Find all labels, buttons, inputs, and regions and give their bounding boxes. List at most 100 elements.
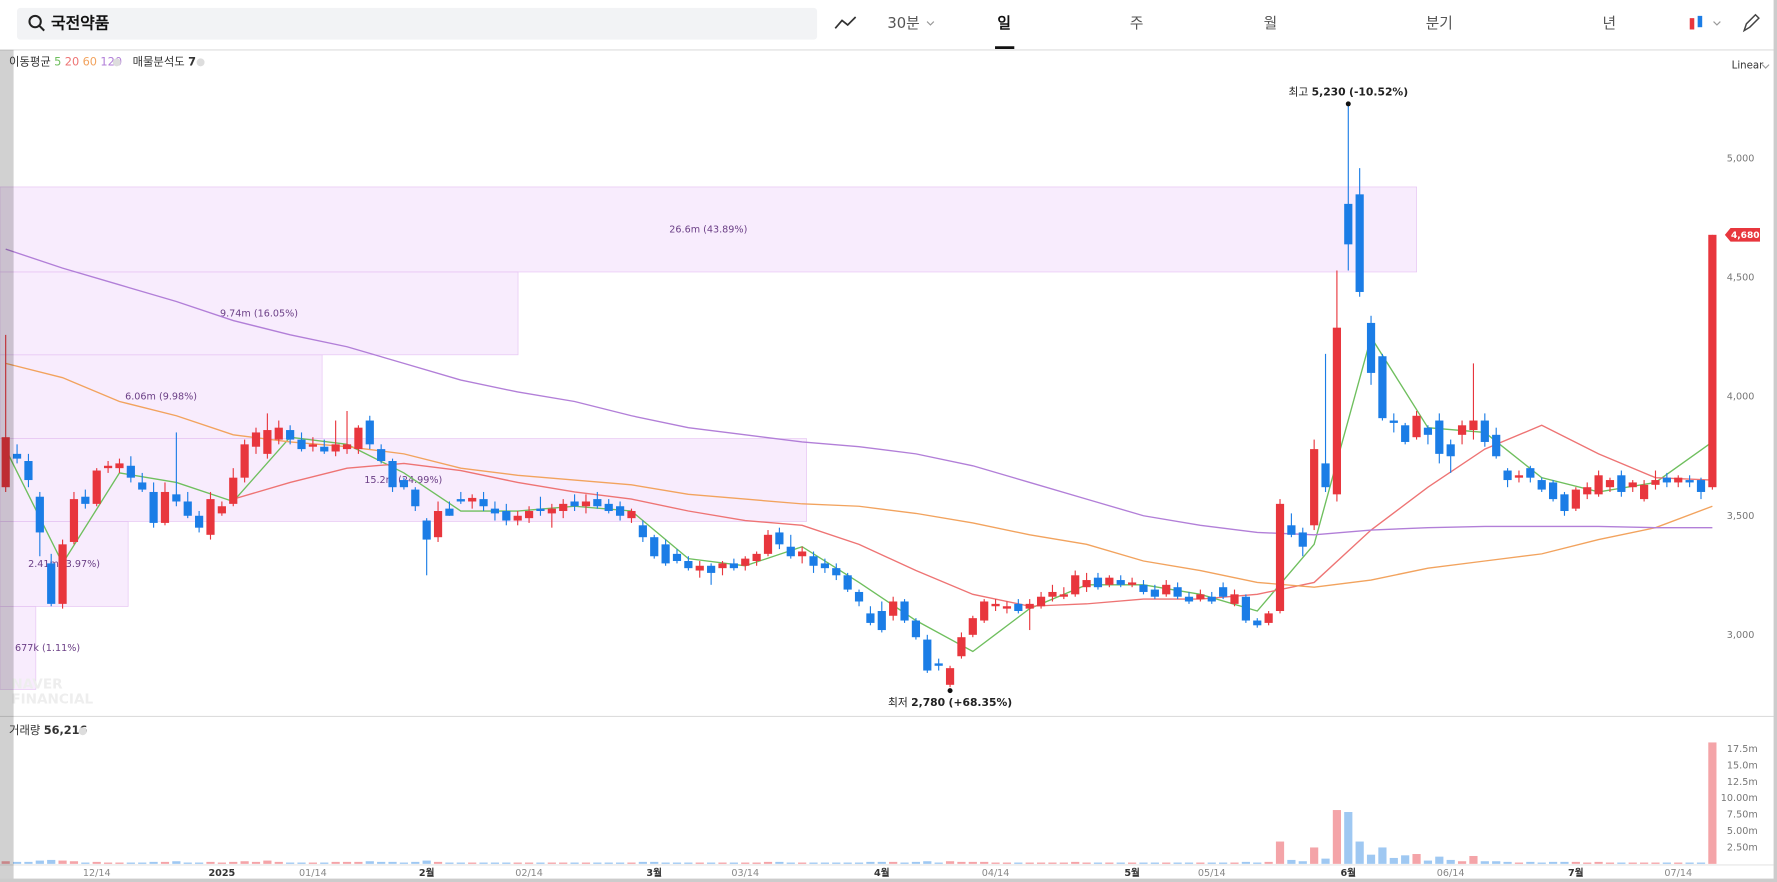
x-tick-label: 12/14 [83, 868, 111, 879]
volume-bar [661, 862, 670, 864]
close-icon [112, 58, 121, 67]
volume-bar [1196, 862, 1205, 864]
candle-body [47, 563, 56, 604]
volume-bar [1150, 862, 1159, 864]
interval-button[interactable]: 주 [1130, 15, 1144, 32]
volume-bar [81, 862, 90, 864]
volume-bar [854, 862, 864, 864]
candle-body [320, 446, 329, 452]
note-part: 2,780 [911, 696, 945, 709]
chevron [1713, 21, 1721, 26]
volume-bar [1378, 847, 1387, 864]
candle-body [468, 497, 477, 502]
y-tick-label: 3,000 [1727, 630, 1755, 641]
candle-body [672, 553, 682, 562]
volume-bar [1446, 859, 1455, 864]
volume-bar [741, 862, 750, 864]
candle-body [297, 439, 306, 450]
candle-body [1173, 587, 1182, 597]
candle-body [1526, 468, 1535, 478]
volume-bar [718, 862, 727, 864]
note-part: 5,230 [1312, 86, 1346, 99]
candle-body [1412, 415, 1421, 438]
volume-bar [1560, 861, 1569, 864]
volume-bar [1071, 861, 1080, 864]
interval-button[interactable]: 월 [1264, 15, 1278, 32]
volume-bar [1287, 859, 1296, 864]
candle-body [160, 491, 170, 523]
volume-profile-label: 6.06m (9.98%) [125, 392, 197, 403]
volume-bar [616, 862, 625, 864]
interval-button[interactable]: 30분 [887, 15, 919, 32]
search-box[interactable] [16, 7, 818, 40]
candle-body [945, 668, 955, 685]
indicator-icon[interactable] [834, 16, 857, 29]
candle-body [1264, 613, 1273, 623]
candle-body [809, 556, 818, 566]
watermark: NAVER [11, 677, 63, 693]
candle-body [354, 427, 363, 450]
candle-body [1048, 591, 1057, 597]
volume-bar [12, 861, 22, 864]
volume-bar [1116, 862, 1125, 864]
volume-bar [1605, 862, 1615, 864]
volume-tick-label: 12.5m [1727, 777, 1758, 788]
volume-bar [1469, 855, 1478, 864]
volume-bar [1230, 862, 1239, 864]
volume-bar [1389, 857, 1398, 864]
volume-bar [47, 859, 56, 864]
x-tick-label: 04/14 [982, 868, 1010, 879]
candle-body [1230, 594, 1239, 604]
volume-bar [1093, 862, 1103, 864]
interval-button[interactable]: 분기 [1426, 15, 1453, 32]
legend-entry: 매물분석도 [133, 54, 185, 68]
volume-bar [286, 862, 295, 864]
candle-body [1139, 584, 1148, 592]
candle-body [1492, 434, 1501, 457]
candle-body [843, 575, 852, 590]
candle-body [149, 491, 158, 523]
ma-legend: 이동평균 5 20 60 120 [9, 54, 122, 68]
volume-bar [1548, 861, 1558, 864]
candle-body [377, 449, 386, 462]
x-tick-label: 05/14 [1198, 868, 1226, 879]
volume-bar [1207, 862, 1216, 864]
close-icon [78, 727, 87, 736]
scale-toggle[interactable]: Linear [1732, 61, 1764, 72]
volume-bar [1355, 841, 1364, 864]
candle-body [1355, 194, 1364, 292]
candle-body [1685, 480, 1694, 483]
x-tick-label: 4월 [874, 867, 890, 879]
candle-body [308, 444, 317, 447]
candle-body [229, 477, 238, 504]
volume-bar [388, 861, 397, 864]
interval-button[interactable]: 일 [997, 15, 1011, 32]
candle-body [69, 499, 79, 542]
draw-icon[interactable] [1742, 13, 1760, 33]
chart-type-icon[interactable] [1689, 15, 1721, 30]
volume-bar [650, 861, 659, 864]
volume-bar [524, 862, 534, 864]
moving-average-line [233, 424, 1713, 607]
candle-body [490, 508, 500, 514]
volume-bar [24, 861, 33, 864]
candle-body [1082, 580, 1091, 588]
volume-bar [1526, 861, 1535, 864]
candle-body [81, 496, 90, 504]
x-tick-label: 03/14 [731, 868, 759, 879]
interval-button[interactable]: 년 [1603, 15, 1617, 32]
candle-body [1025, 603, 1034, 609]
volume-bar [1685, 862, 1694, 864]
candle-body [1071, 575, 1080, 595]
volume-bar [1514, 862, 1524, 864]
candle-body [741, 558, 750, 566]
candle-body [604, 503, 613, 512]
volume-bar [968, 861, 977, 864]
volume-bar [1082, 862, 1091, 864]
search-text[interactable]: 국전약품 [51, 13, 110, 32]
candle-body [1378, 356, 1387, 419]
y-tick-label: 3,500 [1727, 511, 1755, 522]
legend-entry: 5 [54, 54, 61, 68]
edge-shade [0, 878, 1777, 882]
candle-body [445, 508, 454, 516]
